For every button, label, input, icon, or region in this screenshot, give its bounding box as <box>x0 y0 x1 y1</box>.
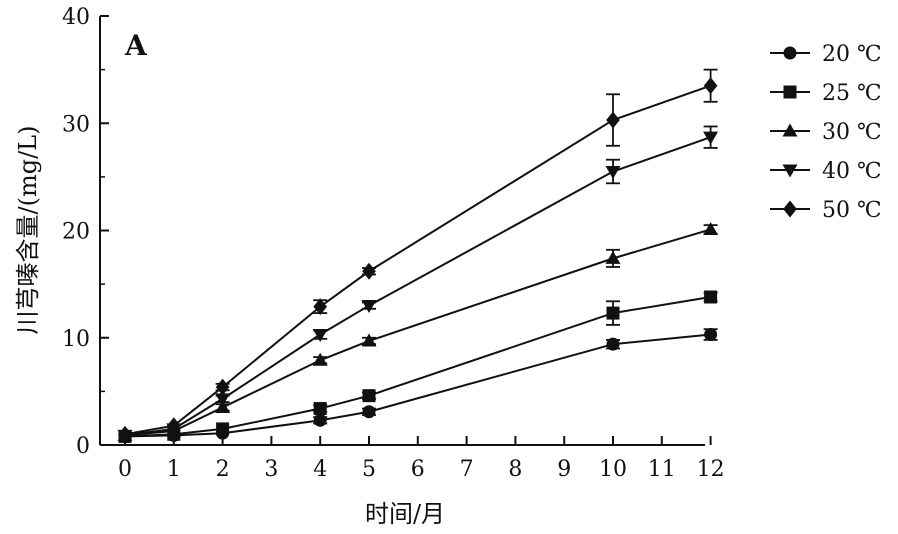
x-tick-label: 11 <box>648 457 676 482</box>
data-point <box>361 333 377 347</box>
legend-label: 30 ℃ <box>822 120 882 145</box>
data-point <box>215 393 231 407</box>
data-point <box>215 399 231 413</box>
data-point <box>605 165 621 179</box>
legend: 20 ℃ 25 ℃ 30 ℃ 40 ℃ 50 ℃ <box>770 42 882 223</box>
series <box>118 68 718 443</box>
data-point <box>313 298 328 316</box>
legend-item: 40 ℃ <box>770 159 882 184</box>
legend-marker <box>783 200 797 218</box>
legend-marker <box>782 123 798 137</box>
data-point <box>118 425 132 443</box>
y-tick-label: 0 <box>76 434 90 459</box>
legend-item: 25 ℃ <box>770 81 882 106</box>
x-tick-label: 1 <box>167 457 181 482</box>
legend-marker <box>782 164 798 178</box>
legend-item: 30 ℃ <box>770 120 882 145</box>
data-point <box>166 417 181 435</box>
data-point <box>362 262 376 280</box>
data-point <box>312 329 328 343</box>
legend-label: 40 ℃ <box>822 159 882 184</box>
series-layer <box>117 68 719 443</box>
y-axis-title: 川芎嗪含量/(mg/L) <box>14 126 42 335</box>
data-point <box>606 337 620 351</box>
y-tick-label: 30 <box>62 112 90 137</box>
data-point <box>361 300 377 314</box>
x-axis-title: 时间/月 <box>365 500 445 528</box>
data-point <box>362 405 376 419</box>
series <box>118 328 718 443</box>
x-tick-label: 5 <box>362 457 376 482</box>
x-tick-label: 2 <box>216 457 230 482</box>
y-tick-label: 40 <box>62 5 90 30</box>
data-point <box>703 77 718 95</box>
data-point <box>704 290 718 304</box>
legend-marker <box>783 85 797 99</box>
legend-item: 50 ℃ <box>770 198 882 223</box>
legend-label: 20 ℃ <box>822 42 882 67</box>
y-tick-label: 20 <box>62 220 90 245</box>
series-line <box>124 136 711 437</box>
data-point <box>215 378 230 396</box>
series <box>118 290 718 443</box>
series-line <box>124 333 711 438</box>
y-tick-label: 10 <box>62 327 90 352</box>
data-point <box>313 413 327 427</box>
x-tick-label: 7 <box>460 457 474 482</box>
data-point <box>312 352 328 366</box>
panel-label: A <box>124 29 148 62</box>
x-tick-label: 8 <box>508 457 522 482</box>
legend-marker <box>783 46 797 60</box>
legend-item: 20 ℃ <box>770 42 882 67</box>
x-tick-label: 12 <box>697 457 725 482</box>
series-line <box>124 296 711 438</box>
legend-label: 25 ℃ <box>822 81 882 106</box>
data-point <box>606 111 620 129</box>
data-point <box>362 389 376 403</box>
x-tick-label: 9 <box>557 457 571 482</box>
data-point <box>703 131 719 145</box>
x-tick-label: 4 <box>313 457 327 482</box>
x-tick-label: 0 <box>118 457 132 482</box>
x-tick-label: 10 <box>599 457 627 482</box>
series <box>117 125 719 443</box>
data-point <box>606 306 620 320</box>
data-point <box>704 328 718 342</box>
legend-label: 50 ℃ <box>822 198 882 223</box>
data-point <box>313 402 327 416</box>
data-point <box>605 250 621 264</box>
x-tick-label: 6 <box>411 457 425 482</box>
x-tick-label: 3 <box>264 457 278 482</box>
series-line <box>124 84 711 436</box>
data-point <box>216 422 230 436</box>
data-point <box>703 221 719 235</box>
